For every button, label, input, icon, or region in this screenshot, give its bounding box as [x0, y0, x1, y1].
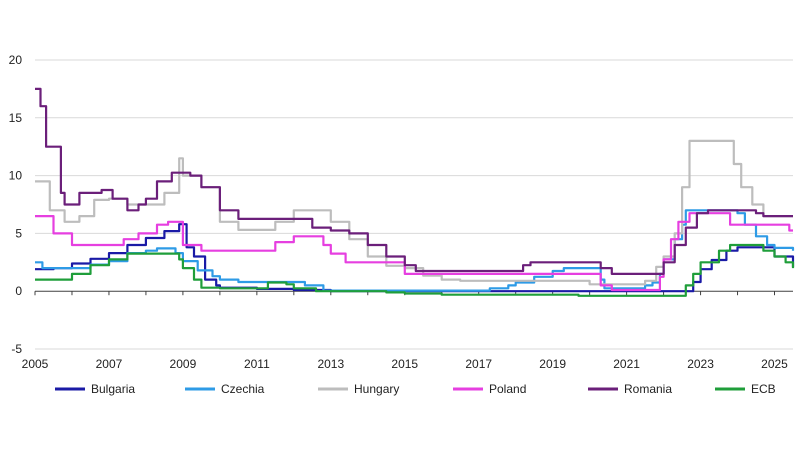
legend-label-czechia: Czechia	[221, 382, 265, 396]
x-tick-label: 2021	[613, 357, 640, 371]
x-tick-label: 2009	[170, 357, 197, 371]
series-lines	[35, 87, 795, 297]
series-line-czechia	[35, 209, 795, 292]
x-tick-label: 2007	[96, 357, 123, 371]
y-tick-label: 15	[9, 111, 23, 125]
series-line-hungary	[35, 139, 793, 286]
x-tick-label: 2015	[391, 357, 418, 371]
legend-label-ecb: ECB	[751, 382, 776, 396]
x-tick-label: 2025	[761, 357, 788, 371]
x-tick-label: 2023	[687, 357, 714, 371]
y-tick-label: 5	[15, 226, 22, 240]
series-line-ecb	[35, 243, 795, 297]
y-tick-label: 20	[9, 53, 23, 67]
legend-label-romania: Romania	[624, 382, 672, 396]
y-tick-label: 10	[9, 169, 23, 183]
series-line-poland	[35, 212, 793, 292]
grid-lines	[35, 59, 793, 350]
y-tick-label: -5	[11, 342, 22, 356]
x-tick-label: 2013	[317, 357, 344, 371]
x-tick-label: 2005	[22, 357, 49, 371]
legend-label-poland: Poland	[489, 382, 526, 396]
x-tick-label: 2017	[465, 357, 492, 371]
x-tick-label: 2019	[539, 357, 566, 371]
series-line-romania	[35, 87, 793, 275]
legend-label-bulgaria: Bulgaria	[91, 382, 135, 396]
x-tick-label: 2011	[244, 357, 270, 371]
legend: Bulgaria Czechia Hungary Poland Romania ECB	[55, 382, 776, 396]
legend-label-hungary: Hungary	[354, 382, 399, 396]
y-tick-label: 0	[15, 284, 22, 298]
